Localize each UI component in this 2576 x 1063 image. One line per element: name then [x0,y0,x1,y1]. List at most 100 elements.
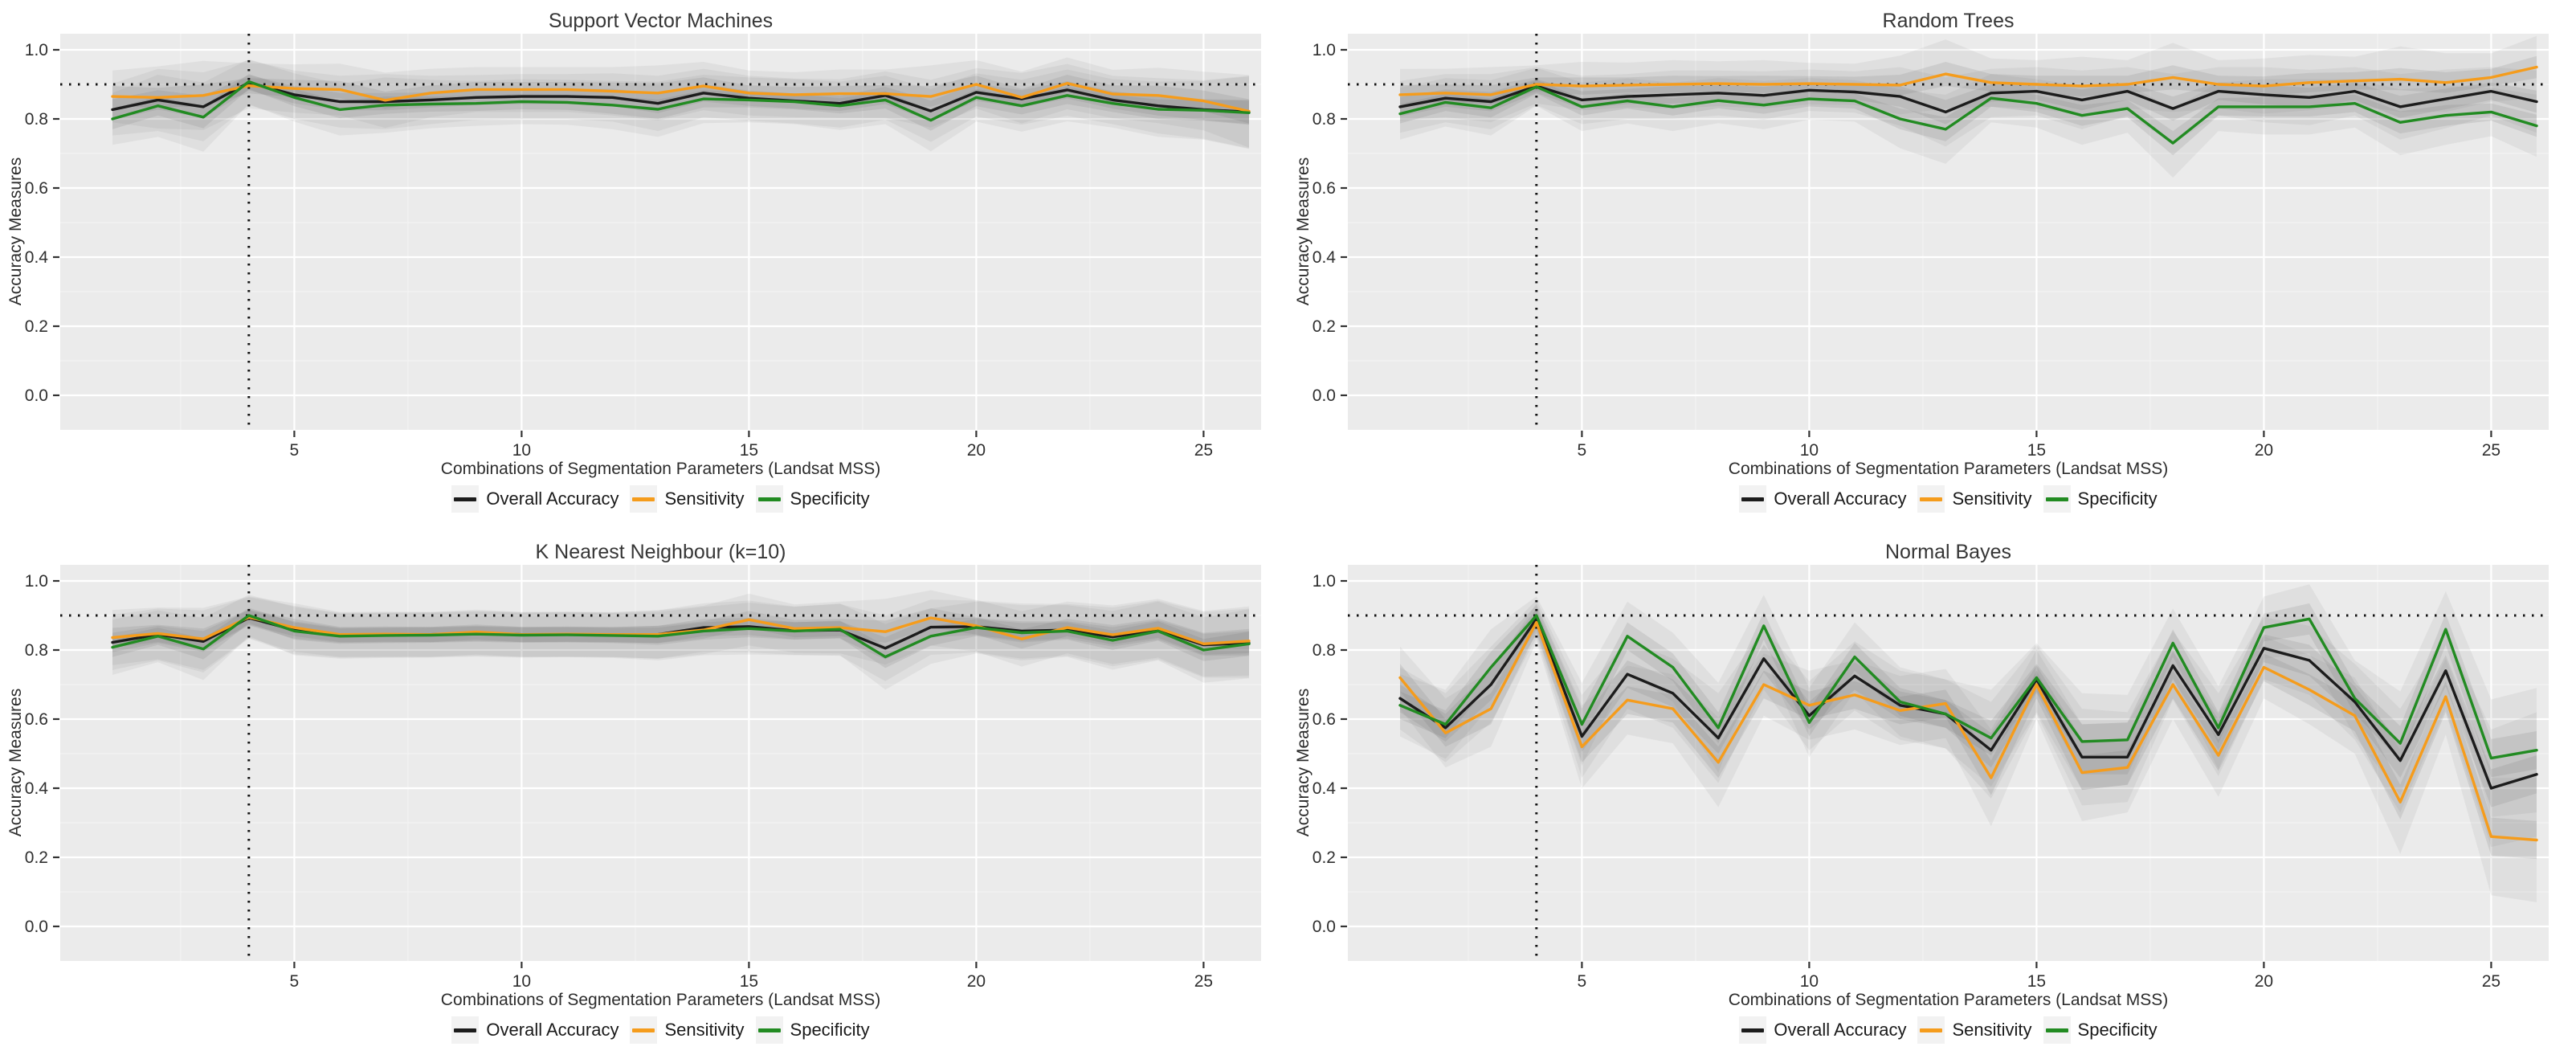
x-axis-label: Combinations of Segmentation Parameters … [440,460,881,478]
legend-key [755,485,783,513]
svg-text:0.8: 0.8 [25,641,48,660]
legend-key [451,1016,480,1044]
svg-text:20: 20 [967,441,986,460]
svg-text:0.8: 0.8 [1312,110,1336,129]
svg-text:20: 20 [967,972,986,991]
line-swatch-icon [632,1028,655,1032]
svg-text:10: 10 [1800,441,1819,460]
svg-text:15: 15 [2027,441,2046,460]
svg-text:1.0: 1.0 [25,572,48,591]
chart-title: Normal Bayes [1885,541,2011,563]
svg-text:0.6: 0.6 [25,179,48,198]
legend-key [2043,1016,2071,1044]
legend-label: Sensitivity [1952,489,2032,509]
svg-text:5: 5 [290,972,300,991]
svg-text:5: 5 [1578,441,1587,460]
legend-item-specificity: Specificity [2043,1016,2158,1044]
legend-key [1739,485,1767,513]
legend-key [2043,485,2071,513]
chart-support-vector-machines: Support Vector Machines 0.0 0.2 0.4 0.6 0.8 1… [0,0,1288,531]
legend-item-sensitivity: Sensitivity [630,485,745,513]
svg-text:15: 15 [2027,972,2046,991]
legend-item-overall-accuracy: Overall Accuracy [451,1016,618,1044]
line-swatch-icon [1920,1028,1943,1032]
svg-text:15: 15 [740,972,758,991]
svg-text:0.6: 0.6 [1312,179,1336,198]
svg-text:25: 25 [2482,972,2500,991]
svg-text:0.2: 0.2 [1312,848,1336,867]
line-swatch-icon [1920,497,1943,501]
legend-item-sensitivity: Sensitivity [630,1016,745,1044]
legend-label: Overall Accuracy [486,489,619,509]
svg-text:10: 10 [1800,972,1819,991]
legend-label: Overall Accuracy [486,1020,619,1040]
svg-text:0.4: 0.4 [25,248,49,267]
svg-text:0.4: 0.4 [1312,248,1337,267]
chart-title: Support Vector Machines [548,10,774,32]
chart-title: K Nearest Neighbour (k=10) [535,541,786,563]
legend: Overall Accuracy Sensitivity Specificity [60,485,1261,513]
svg-text:0.2: 0.2 [25,317,48,336]
line-swatch-icon [1741,497,1765,501]
legend-item-overall-accuracy: Overall Accuracy [1739,485,1906,513]
svg-text:0.6: 0.6 [25,710,48,729]
y-axis-label: Accuracy Measures [6,157,25,306]
legend-label: Specificity [790,489,870,509]
svg-text:5: 5 [1578,972,1587,991]
legend-label: Sensitivity [1952,1020,2032,1040]
svg-text:1.0: 1.0 [1312,572,1336,591]
legend-key [630,485,658,513]
svg-text:0.8: 0.8 [1312,641,1336,660]
svg-text:0.0: 0.0 [25,918,48,936]
svg-text:1.0: 1.0 [25,41,48,59]
legend-key [1739,1016,1767,1044]
line-swatch-icon [632,497,655,501]
line-swatch-icon [2045,497,2068,501]
chart-random-trees: Random Trees 0.0 0.2 0.4 0.6 0.8 1.0 5 10 15 20 25… [1288,0,2575,531]
legend: Overall Accuracy Sensitivity Specificity [1348,1016,2549,1044]
legend-item-sensitivity: Sensitivity [1917,485,2032,513]
svg-text:0.2: 0.2 [25,848,48,867]
legend-label: Overall Accuracy [1774,489,1907,509]
legend-label: Sensitivity [664,1020,745,1040]
svg-text:20: 20 [2255,972,2273,991]
svg-text:0.2: 0.2 [1312,317,1336,336]
chart-normal-bayes: Normal Bayes 0.0 0.2 0.4 0.6 0.8 1.0 5 10 15 20 25… [1288,531,2575,1062]
line-swatch-icon [454,1028,477,1032]
legend: Overall Accuracy Sensitivity Specificity [60,1016,1261,1044]
plot-panel: 0.0 0.2 0.4 0.6 0.8 1.0 5 10 15 20 25 [25,565,1261,991]
svg-text:25: 25 [1194,972,1213,991]
line-swatch-icon [1741,1028,1765,1032]
legend-label: Specificity [2077,1020,2158,1040]
plot-panel: 0.0 0.2 0.4 0.6 0.8 1.0 5 10 15 20 25 [1312,565,2549,991]
svg-text:0.4: 0.4 [1312,779,1337,798]
svg-text:0.0: 0.0 [1312,918,1336,936]
x-axis-label: Combinations of Segmentation Parameters … [1728,460,2169,478]
svg-text:20: 20 [2255,441,2273,460]
svg-text:15: 15 [740,441,758,460]
legend-label: Specificity [2077,489,2158,509]
svg-text:0.8: 0.8 [25,110,48,129]
y-axis-label: Accuracy Measures [1294,688,1312,837]
line-swatch-icon [454,497,477,501]
svg-text:0.0: 0.0 [25,386,48,405]
legend-item-overall-accuracy: Overall Accuracy [1739,1016,1906,1044]
chart-k-nearest-neighbour: K Nearest Neighbour (k=10) 0.0 0.2 0.4 0.6 0… [0,531,1288,1062]
line-swatch-icon [757,1028,781,1032]
legend-label: Overall Accuracy [1774,1020,1907,1040]
legend-item-sensitivity: Sensitivity [1917,1016,2032,1044]
svg-text:25: 25 [1194,441,1213,460]
svg-text:1.0: 1.0 [1312,41,1336,59]
svg-text:0.0: 0.0 [1312,386,1336,405]
legend-item-specificity: Specificity [2043,485,2158,513]
legend-key [755,1016,783,1044]
legend-item-specificity: Specificity [755,1016,870,1044]
legend: Overall Accuracy Sensitivity Specificity [1348,485,2549,513]
x-axis-label: Combinations of Segmentation Parameters … [1728,991,2169,1009]
svg-text:5: 5 [290,441,300,460]
y-axis-label: Accuracy Measures [1294,157,1312,306]
legend-item-overall-accuracy: Overall Accuracy [451,485,618,513]
svg-text:10: 10 [512,972,531,991]
legend-label: Specificity [790,1020,870,1040]
